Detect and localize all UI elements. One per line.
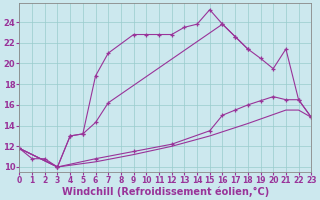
X-axis label: Windchill (Refroidissement éolien,°C): Windchill (Refroidissement éolien,°C) [62,186,269,197]
